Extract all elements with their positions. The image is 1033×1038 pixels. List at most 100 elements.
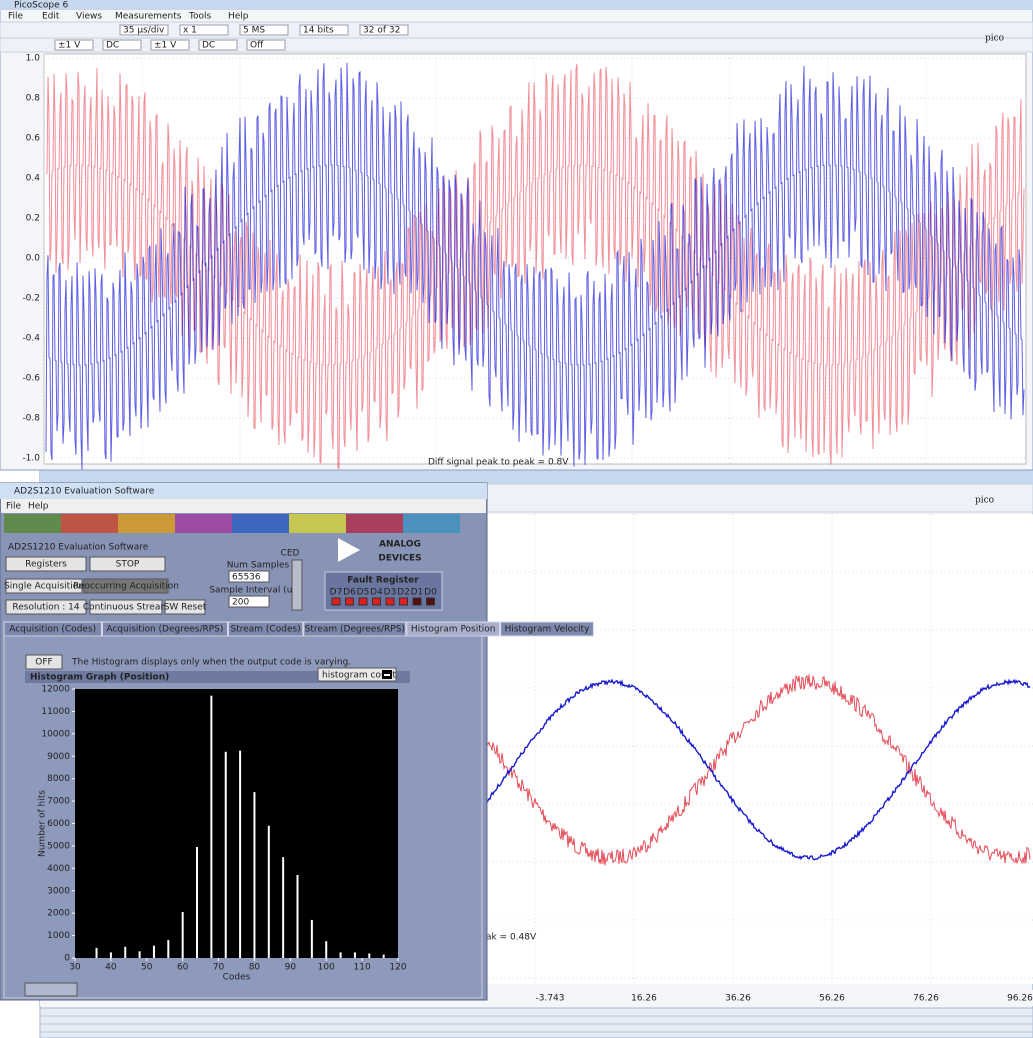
x-tick-label: 90 — [285, 963, 297, 973]
bar — [124, 946, 127, 958]
bar — [152, 945, 155, 958]
channel-value: Off — [250, 41, 264, 51]
button — [5, 578, 83, 594]
banner-stripe — [232, 514, 289, 533]
toolbar-value: 35 µs/div — [123, 26, 165, 36]
fault-title: Fault Register — [347, 576, 419, 586]
y-axis-label: -0.2 — [22, 294, 40, 304]
note: The Histogram displays only when the out… — [71, 658, 351, 668]
legend-line — [384, 674, 390, 676]
window-title: PicoScope 6 — [14, 1, 68, 11]
window-title: AD2S1210 Evaluation Software — [14, 487, 155, 497]
y-tick-label: 3000 — [47, 886, 70, 896]
button — [89, 599, 163, 615]
y-axis-label: -0.6 — [22, 374, 40, 384]
y-axis-label: -1.0 — [22, 454, 40, 464]
y-axis-label: 0.8 — [26, 94, 41, 104]
menu-item[interactable]: Tools — [188, 12, 211, 22]
x-tick-label: 110 — [354, 963, 371, 973]
button-label[interactable]: Single Acquisition — [4, 582, 84, 592]
waveform — [479, 674, 1031, 866]
button-label[interactable]: Registers — [25, 560, 67, 570]
x-tick-label: 30 — [69, 963, 81, 973]
input-value[interactable]: 65536 — [232, 573, 261, 583]
button-label[interactable]: Continuous Stream — [83, 603, 169, 613]
indicator — [291, 559, 303, 611]
bit-led — [331, 597, 341, 606]
bit-label: D5 — [357, 588, 370, 598]
input-field — [228, 595, 270, 608]
bar — [138, 951, 141, 958]
x-tick-label: 100 — [318, 963, 335, 973]
menu-item[interactable]: Views — [76, 12, 102, 22]
caption: Diff signal peak to peak = 0.8V — [428, 458, 569, 468]
bar — [167, 940, 170, 958]
menu-item[interactable]: Help — [228, 12, 249, 22]
bar — [95, 947, 98, 958]
banner-stripe — [403, 514, 460, 533]
heading: AD2S1210 Evaluation Software — [8, 543, 149, 553]
tab-label[interactable]: Acquisition (Codes) — [9, 625, 96, 635]
bar — [210, 695, 213, 958]
button-label[interactable]: STOP — [116, 560, 140, 570]
tab-label[interactable]: Acquisition (Degrees/RPS) — [106, 625, 223, 635]
y-axis-label: 0.4 — [26, 174, 41, 184]
y-tick-label: 11000 — [41, 707, 70, 717]
y-axis-label: 0.0 — [26, 254, 41, 264]
x-axis-label: 96.26 — [1007, 994, 1033, 1004]
x-tick-label: 80 — [249, 963, 261, 973]
menu-item[interactable]: Measurements — [115, 12, 182, 22]
bar — [282, 857, 285, 958]
bar — [181, 912, 184, 958]
title-bar — [0, 0, 1033, 10]
input-value[interactable]: 200 — [232, 598, 249, 608]
bar — [368, 953, 371, 958]
toolbar-value: 14 bits — [303, 26, 334, 36]
button-label[interactable]: SW Reset — [164, 603, 207, 613]
y-tick-label: 12000 — [41, 685, 70, 695]
banner-stripe — [118, 514, 175, 533]
button-label[interactable]: Reoccurring Acquisition — [73, 582, 179, 592]
field-label: Sample Interval (us) — [209, 586, 300, 596]
tab-label[interactable]: Histogram Position — [411, 625, 496, 635]
y-axis-label: 0.2 — [26, 214, 40, 224]
menu-item[interactable]: File — [6, 502, 22, 512]
y-axis-label: -0.8 — [22, 414, 40, 424]
x-tick-label: 70 — [213, 963, 225, 973]
menu-item[interactable]: Help — [28, 502, 49, 512]
y-axis-label: -0.4 — [22, 334, 40, 344]
x-tick-label: 50 — [141, 963, 153, 973]
toolbar-value: x 1 — [183, 26, 197, 36]
y-tick-label: 1000 — [47, 931, 70, 941]
channel-value: ±1 V — [58, 41, 81, 51]
menu-bar — [1, 499, 486, 513]
button-label[interactable]: OFF — [35, 658, 52, 668]
x-axis-label: 56.26 — [819, 994, 845, 1004]
plot-area — [75, 689, 398, 958]
tab-label[interactable]: Stream (Degrees/RPS) — [305, 625, 405, 635]
bit-led — [385, 597, 395, 606]
toolbar-field — [359, 24, 409, 36]
menu-item[interactable]: File — [8, 12, 24, 22]
bar — [296, 875, 299, 958]
x-tick-label: 60 — [177, 963, 189, 973]
toolbar-field — [179, 24, 229, 36]
tab-label[interactable]: Stream (Codes) — [231, 625, 301, 635]
y-tick-label: 2000 — [47, 909, 70, 919]
bar — [239, 750, 242, 958]
bit-label: D4 — [370, 588, 383, 598]
channel-field — [54, 39, 94, 51]
button-label[interactable]: Resolution : 14 — [12, 603, 80, 613]
tab-label[interactable]: Histogram Velocity — [505, 625, 591, 635]
y-axis-label: 0.6 — [26, 134, 41, 144]
toolbar-field — [299, 24, 349, 36]
channel-field — [102, 39, 142, 51]
bit-label: D6 — [343, 588, 356, 598]
y-tick-label: 5000 — [47, 841, 70, 851]
y-axis-label: 1.0 — [26, 54, 41, 64]
menu-item[interactable]: Edit — [42, 12, 60, 22]
brand: ANALOG — [379, 540, 421, 550]
bar — [109, 952, 112, 958]
bit-label: D7 — [330, 588, 343, 598]
bit-led — [399, 597, 408, 606]
